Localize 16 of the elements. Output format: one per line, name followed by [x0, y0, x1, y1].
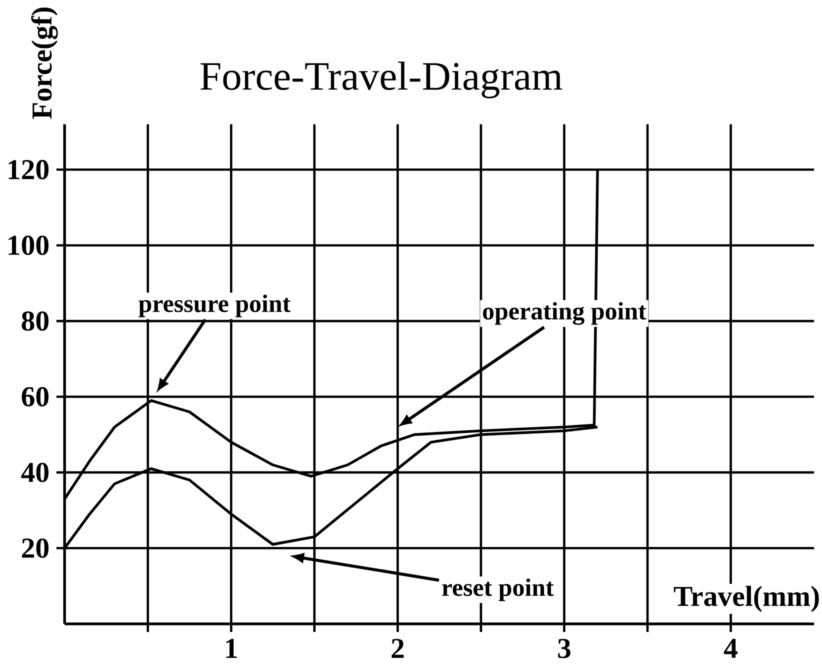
x-axis-title: Travel(mm) [674, 586, 819, 612]
x-tick-label: 1 [226, 639, 237, 658]
x-tick-label: 3 [558, 639, 570, 658]
annotation: pressure point [138, 294, 291, 318]
annotation: operating point [483, 302, 646, 326]
x-tick-label: 4 [724, 639, 738, 658]
y-tick-label: 60 [22, 387, 49, 407]
y-tick-label: 120 [8, 160, 49, 180]
chart-title: Force-Travel-Diagram [200, 62, 562, 99]
y-axis-title: Force(gf) [31, 8, 58, 120]
y-tick-label: 40 [21, 462, 49, 482]
y-tick-label: 20 [22, 538, 49, 558]
x-tick-label: 2 [392, 639, 404, 658]
annotation: reset point [442, 578, 554, 602]
y-tick-label: 80 [22, 312, 49, 331]
y-tick-label: 100 [8, 236, 49, 256]
